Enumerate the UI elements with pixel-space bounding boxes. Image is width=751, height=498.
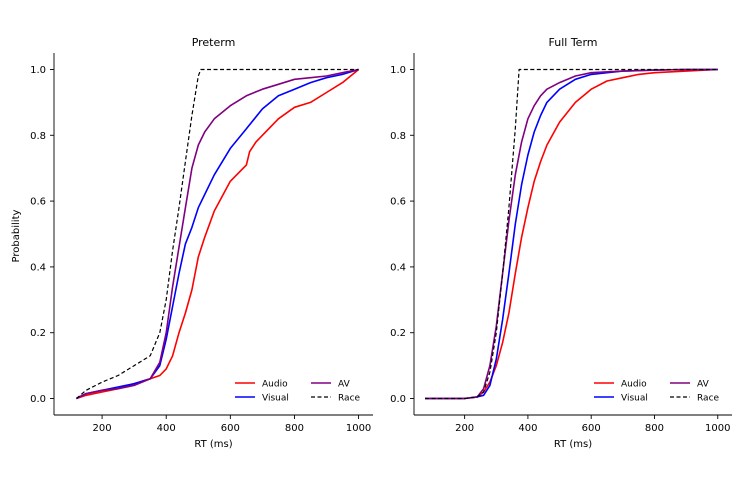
panel-2-y-tick-label: 1.0 [390, 65, 406, 76]
panel-1-series-visual-line [76, 68, 359, 400]
panel-1-legend-label-av: AV [338, 380, 351, 390]
panel-1-x-tick-label: 1000 [346, 423, 371, 434]
panel-2-legend-label-av: AV [697, 380, 710, 390]
panel-1-y-tick-label: 0.4 [30, 262, 46, 273]
panel-1-title: Preterm [192, 36, 236, 49]
panel-2-y-tick-label: 0.0 [390, 394, 406, 405]
panel-2-title: Full Term [549, 36, 598, 49]
panel-1-x-axis-label: RT (ms) [194, 439, 232, 450]
panel-1-series-audio-line [76, 68, 360, 400]
panel-2-x-tick-label: 800 [645, 423, 664, 434]
panel-2-legend-label-race: Race [697, 394, 720, 404]
panel-1-y-tick-label: 1.0 [30, 65, 46, 76]
panel-1-legend-label-visual: Visual [262, 394, 289, 404]
panel-1-y-tick-label: 0.6 [30, 197, 46, 208]
panel-1-series-av-line [76, 68, 359, 400]
panel-2-y-tick-label: 0.8 [390, 131, 406, 142]
panel-2-x-tick-label: 200 [455, 423, 474, 434]
panel-2-series-visual-line [425, 68, 718, 400]
panel-1-x-tick-label: 600 [221, 423, 240, 434]
panel-2-series-av-line [425, 68, 718, 400]
panel-2-x-tick-label: 600 [582, 423, 601, 434]
panel-2-x-axis-label: RT (ms) [554, 439, 592, 450]
panel-2-series-audio-line [425, 68, 718, 400]
panel-2-legend-label-audio: Audio [621, 380, 647, 390]
panel-preterm: Preterm 200 400 600 800 1000 0.0 0.2 0.4 0.6 0.8 1.… [30, 36, 373, 450]
panel-1-x-tick-label: 400 [157, 423, 176, 434]
panel-1-y-tick-label: 0.2 [30, 328, 46, 339]
panel-2-legend-label-visual: Visual [621, 394, 648, 404]
panel-1-x-tick-label: 200 [93, 423, 112, 434]
panel-1-y-tick-label: 0.0 [30, 394, 46, 405]
panel-2-series-race-line [425, 68, 718, 400]
panel-2-x-tick-label: 1000 [705, 423, 730, 434]
panel-1-legend-label-audio: Audio [262, 380, 288, 390]
panel-2-y-tick-label: 0.2 [390, 328, 406, 339]
figure-ylabel: Probability [11, 209, 22, 262]
panel-1-series-race-line [76, 68, 359, 399]
panel-2-y-tick-label: 0.6 [390, 197, 406, 208]
panel-full-term: Full Term 200 400 600 800 1000 0.0 0.2 0.4 0.6 0.8… [390, 36, 732, 450]
panel-2-y-tick-label: 0.4 [390, 262, 406, 273]
panel-1-y-tick-label: 0.8 [30, 131, 46, 142]
panel-1-x-tick-label: 800 [285, 423, 304, 434]
panel-2-x-tick-label: 400 [518, 423, 537, 434]
panel-1-legend-label-race: Race [338, 394, 361, 404]
